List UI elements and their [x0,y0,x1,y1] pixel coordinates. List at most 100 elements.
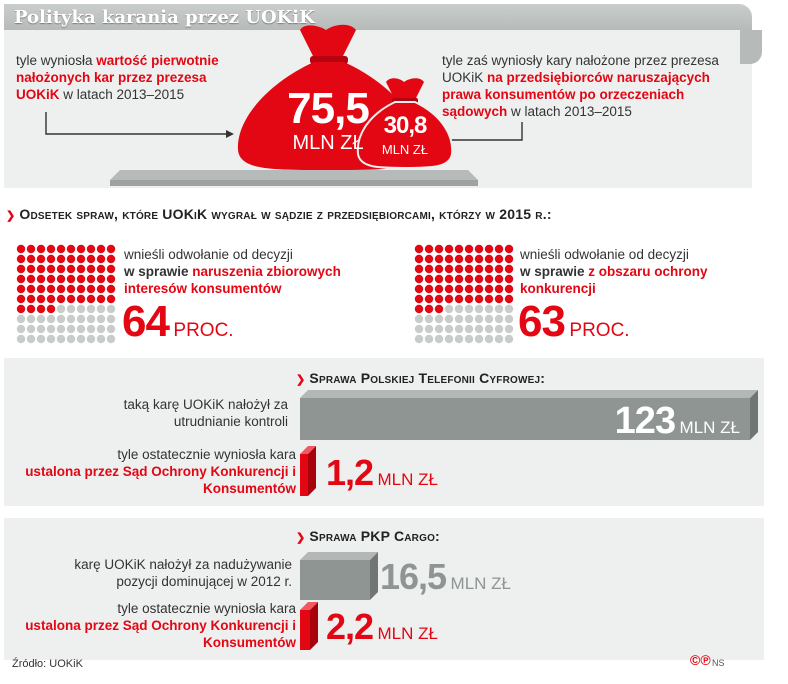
bag-small-unit: MLN ZŁ [381,142,429,157]
right-arrow-line [446,122,523,141]
top-right-text: tyle zaś wyniosły kary nałożone przez pr… [442,52,742,120]
section2-heading-text: Odsetek spraw, które UOKiK wygrał w sądz… [19,206,552,222]
waffle-left-text: wnieśli odwołanie od decyzji w sprawie n… [124,246,394,297]
waffle-left-line2-red: naruszenia zbiorowych interesów konsumen… [124,264,341,296]
waffle-dot-filled [106,244,116,254]
waffle-dot-filled [474,284,484,294]
waffle-dot-filled [106,264,116,274]
waffle-dot-filled [464,244,474,254]
waffle-left-unit: PROC. [173,320,234,341]
waffle-dot-filled [36,284,46,294]
waffle-dot-empty [484,304,494,314]
section3-row1-value-wrap: 123 MLN ZŁ [560,400,740,443]
waffle-dot-filled [56,264,66,274]
waffle-dot-empty [106,304,116,314]
waffle-dot-empty [484,314,494,324]
waffle-dot-filled [46,294,56,304]
waffle-right-value: 63 [518,297,566,346]
waffle-dot-empty [414,314,424,324]
waffle-dot-empty [424,334,434,344]
waffle-dot-filled [16,264,26,274]
waffle-dot-filled [26,254,36,264]
waffle-dot-filled [444,254,454,264]
waffle-dot-filled [46,304,56,314]
waffle-dot-filled [16,304,26,314]
arrow-marker-icon: ❯ [296,532,306,544]
waffle-dot-filled [454,244,464,254]
waffle-dot-filled [36,244,46,254]
top-left-text-1: tyle wyniosła [16,53,97,68]
waffle-dot-empty [56,314,66,324]
waffle-dot-empty [16,334,26,344]
waffle-dot-filled [504,244,514,254]
waffle-dot-filled [484,264,494,274]
waffle-dot-filled [46,284,56,294]
waffle-dot-filled [464,294,474,304]
waffle-dot-empty [26,334,36,344]
section4-row1-unit: MLN ZŁ [450,574,511,593]
waffle-dot-filled [454,264,464,274]
waffle-dot-empty [96,314,106,324]
waffle-dot-empty [86,304,96,314]
waffle-dot-filled [96,244,106,254]
left-arrowhead [226,130,234,138]
waffle-dot-empty [484,334,494,344]
waffle-left-line2-bold: w sprawie [124,264,193,279]
waffle-dot-empty [46,314,56,324]
waffle-dot-filled [86,254,96,264]
section4-heading: ❯ Sprawa PKP Cargo: [296,528,440,544]
waffle-dot-filled [56,284,66,294]
waffle-dot-filled [66,284,76,294]
section3-row2-label: tyle ostatecznie wyniosła kara ustalona … [0,446,296,497]
waffle-dot-empty [434,324,444,334]
waffle-dot-filled [434,284,444,294]
waffle-dot-filled [96,264,106,274]
bar-pkp-court [300,602,318,650]
waffle-dot-filled [26,244,36,254]
waffle-dot-empty [86,324,96,334]
waffle-dot-empty [474,324,484,334]
waffle-dot-empty [66,304,76,314]
waffle-dot-filled [504,284,514,294]
waffle-dot-empty [56,304,66,314]
waffle-dot-filled [46,264,56,274]
waffle-dot-empty [434,314,444,324]
left-arrow-line [45,112,226,135]
waffle-dot-filled [96,274,106,284]
waffle-dot-filled [424,244,434,254]
section3-bars [300,390,758,496]
waffle-dot-filled [66,244,76,254]
waffle-dot-filled [474,254,484,264]
waffle-dot-filled [26,284,36,294]
waffle-dot-filled [16,284,26,294]
section4-panel [4,518,764,660]
waffle-dot-filled [484,294,494,304]
waffle-dot-empty [36,334,46,344]
waffle-dot-filled [444,274,454,284]
waffle-dot-filled [76,264,86,274]
section3-row1-unit: MLN ZŁ [679,418,740,437]
waffle-dot-filled [76,294,86,304]
top-left-text-red: wartość pierwotnie nałożonych kar przez … [16,53,219,102]
bag-small-value: 30,8 [383,112,428,139]
section3-row2-unit: MLN ZŁ [377,470,438,489]
waffle-dot-filled [444,264,454,274]
waffle-dot-empty [474,304,484,314]
section4-row2-label: tyle ostatecznie wyniosła kara ustalona … [0,600,296,651]
pedestal-front [110,180,478,186]
waffle-dot-filled [444,284,454,294]
waffle-dot-empty [454,334,464,344]
section4-heading-text: Sprawa PKP Cargo: [309,528,440,544]
waffle-dot-filled [26,304,36,314]
waffle-dot-empty [474,334,484,344]
waffle-dot-filled [434,244,444,254]
waffle-dot-filled [484,244,494,254]
bar-ptc-imposed [300,390,758,440]
waffle-dot-filled [474,264,484,274]
waffle-dot-filled [86,284,96,294]
waffle-dot-empty [494,334,504,344]
publisher-logo: ©℗ [690,652,711,668]
waffle-dot-empty [504,334,514,344]
waffle-dot-filled [36,294,46,304]
waffle-dot-filled [504,274,514,284]
